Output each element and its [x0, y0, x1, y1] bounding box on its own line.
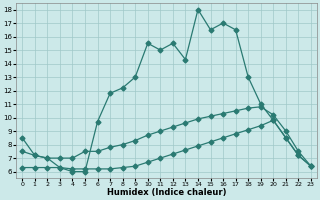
X-axis label: Humidex (Indice chaleur): Humidex (Indice chaleur) — [107, 188, 226, 197]
